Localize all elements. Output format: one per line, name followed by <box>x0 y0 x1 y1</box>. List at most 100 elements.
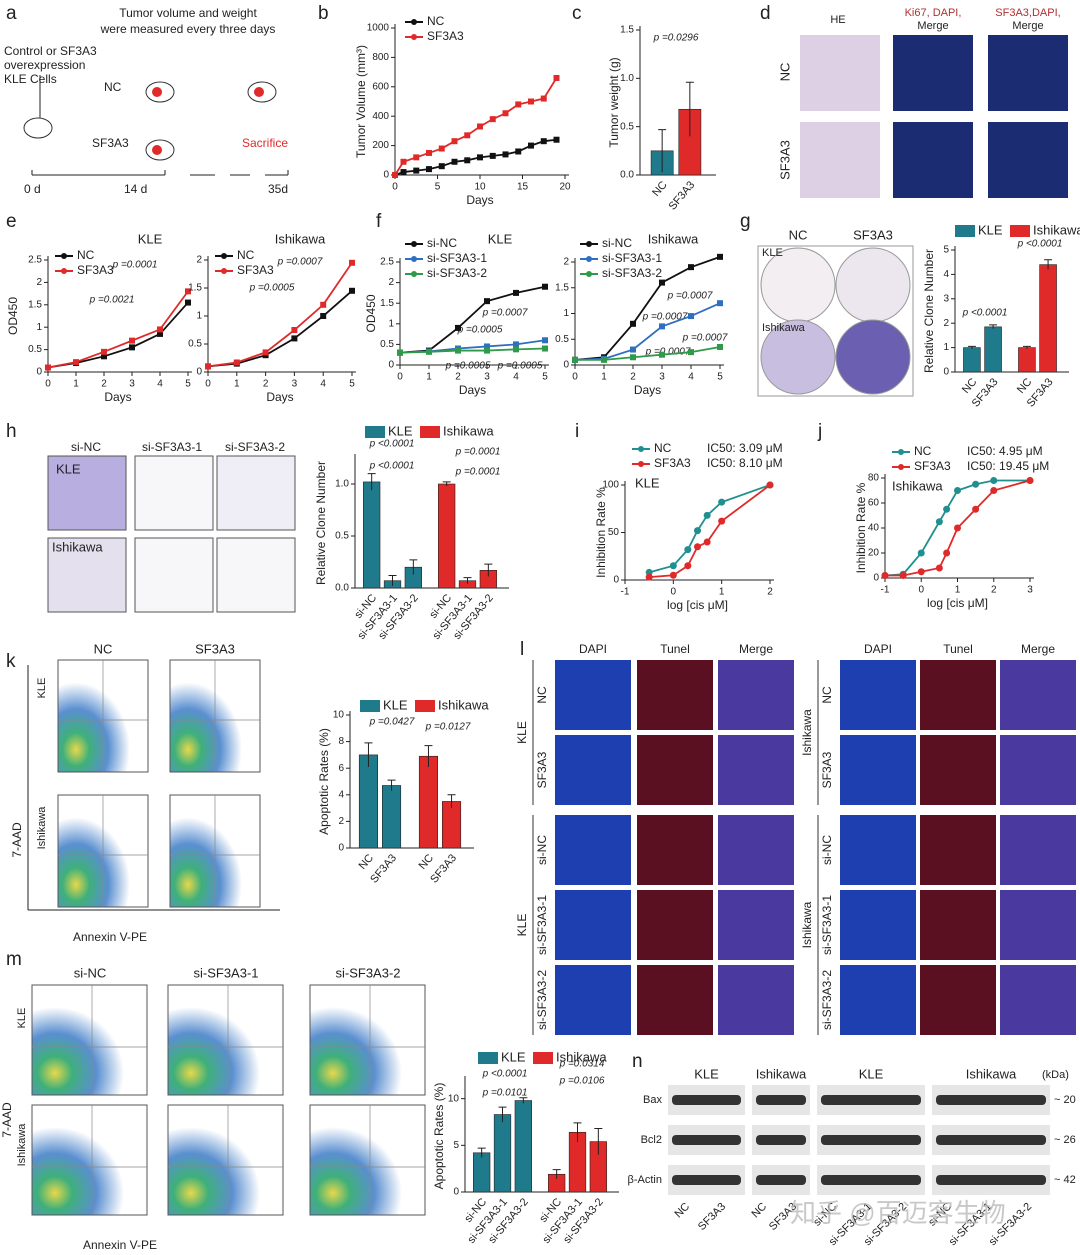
legend-swatch <box>365 426 385 438</box>
text: si-SF3A3-1 <box>193 965 258 980</box>
band <box>821 1095 921 1105</box>
chart-subtitle: KLE <box>488 231 513 246</box>
legend-marker <box>61 268 67 274</box>
bar <box>363 481 381 589</box>
text: si-SF3A3-1 <box>142 440 202 454</box>
marker <box>954 487 961 494</box>
x-tick-label: -1 <box>881 585 890 596</box>
legend-note: IC50: 4.95 μM <box>967 444 1043 458</box>
chart-subtitle: Ishikawa <box>275 231 326 246</box>
marker <box>972 480 980 488</box>
micrograph <box>800 122 880 198</box>
marker <box>881 572 889 579</box>
tumor <box>152 145 162 155</box>
x-tick-label: 1 <box>955 585 961 596</box>
row-label: KLE <box>36 678 48 699</box>
y-tick-label: 1.5 <box>620 25 634 36</box>
dish <box>760 319 836 395</box>
band <box>821 1135 921 1145</box>
band <box>756 1135 806 1145</box>
panel-label: l <box>520 639 524 660</box>
axis <box>207 256 356 373</box>
x-tick-label: 0 <box>918 585 924 596</box>
y-tick-label: 1 <box>36 322 42 333</box>
micrograph <box>920 815 996 885</box>
marker <box>718 517 726 525</box>
y-tick-label: 50 <box>608 527 620 538</box>
legend-label: KLE <box>388 423 413 438</box>
marker <box>484 347 490 354</box>
micrograph <box>555 815 631 885</box>
text: Sacrifice <box>242 136 288 150</box>
x-tick-label: 3 <box>129 379 135 390</box>
x-tick-label: NC <box>650 179 669 199</box>
x-tick-label: 4 <box>688 372 694 383</box>
marker <box>688 264 694 271</box>
x-tick-label: 2 <box>767 587 773 598</box>
micrograph <box>893 122 973 198</box>
y-tick-label: 1000 <box>367 23 390 34</box>
marker <box>451 158 458 165</box>
y-tick-label: 1 <box>388 318 394 329</box>
marker <box>426 149 432 156</box>
flow-plot <box>31 984 148 1096</box>
panel-label: d <box>760 3 771 24</box>
marker <box>659 279 665 286</box>
y-tick-label: 1 <box>563 308 569 319</box>
error-bar <box>387 779 396 791</box>
marker <box>455 347 461 354</box>
x-tick-label: 15 <box>517 182 529 193</box>
micrograph <box>840 660 916 730</box>
legend-label: Ishikawa <box>1033 222 1080 237</box>
micrograph <box>840 890 916 960</box>
text: DAPI <box>579 642 607 656</box>
marker <box>129 344 135 351</box>
gate <box>32 1105 147 1215</box>
y-tick-label: 5 <box>453 1140 459 1151</box>
marker <box>157 330 163 337</box>
error-bar <box>364 742 373 767</box>
marker <box>669 562 677 570</box>
marker <box>129 337 135 344</box>
legend-label: SF3A3 <box>77 263 114 277</box>
legend-label: NC <box>654 441 672 455</box>
gate <box>58 660 148 772</box>
y-tick-label: 2 <box>338 816 344 827</box>
marker <box>935 518 943 526</box>
y-tick-label: 6 <box>338 763 344 774</box>
marker <box>540 138 547 145</box>
text: si-NC <box>74 965 107 980</box>
legend-label: si-SF3A3-2 <box>602 266 662 280</box>
arrow <box>27 665 280 911</box>
row-label: NC <box>820 686 834 704</box>
legend-marker <box>411 34 417 40</box>
row-label: si-NC <box>820 835 834 865</box>
annotation: p =0.0005 <box>445 361 491 372</box>
row-label: si-SF3A3-1 <box>535 895 549 955</box>
marker <box>630 346 636 353</box>
marker <box>489 152 496 159</box>
error-bar <box>484 563 493 577</box>
legend-marker <box>221 253 227 259</box>
lane-label: NC <box>672 1201 692 1221</box>
y-tick-label: 0.5 <box>28 344 42 355</box>
y-tick-label: 4 <box>338 789 344 800</box>
marker <box>935 564 943 572</box>
error-bar <box>685 81 694 137</box>
annotation: p =0.0005 <box>457 325 503 336</box>
chart-subtitle: KLE <box>138 231 163 246</box>
axis-label: Tumor Volume (mm³) <box>354 45 368 158</box>
error-bar <box>498 1106 507 1122</box>
row-label: KLE <box>515 914 529 937</box>
y-tick-label: 0.5 <box>620 121 634 132</box>
flow-plot <box>167 1104 284 1216</box>
marker <box>917 549 925 557</box>
flow-plot <box>309 984 426 1096</box>
x-tick-label: SF3A3 <box>368 852 399 885</box>
marker <box>185 299 191 306</box>
annotation: p =0.0021 <box>89 295 135 306</box>
text: SF3A3 <box>92 136 129 150</box>
micrograph <box>718 890 794 960</box>
x-tick-label: 0 <box>45 379 51 390</box>
error-bar <box>573 1122 582 1142</box>
